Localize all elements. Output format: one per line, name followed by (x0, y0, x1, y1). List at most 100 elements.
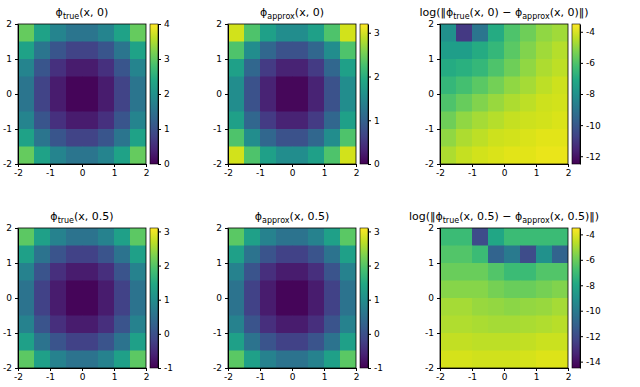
tick-label: 2 (428, 223, 434, 233)
heatmap-cell (504, 228, 521, 246)
heatmap-cell (114, 24, 131, 42)
heatmap-cell (260, 129, 277, 147)
heatmap-cell (324, 77, 341, 95)
heatmap-cell (82, 24, 99, 42)
heatmap-cell (82, 263, 99, 281)
tick: 1 (158, 124, 170, 134)
heatmap-cell (456, 281, 473, 299)
title-subscript: true (58, 216, 74, 225)
tick: -14 (580, 357, 601, 367)
tick-mark (82, 164, 83, 167)
tick-label: 2 (6, 223, 12, 233)
heatmap-cell (340, 228, 356, 246)
panel: -2-1012-2-1012-4-6-8-10-12log(‖ϕtrue(x, … (419, 6, 601, 178)
heatmap-cell (520, 246, 537, 264)
heatmap-cell (488, 263, 505, 281)
y-axis: -2-1012 (213, 223, 228, 373)
heatmap-cell (228, 263, 245, 281)
heatmap-cell (308, 316, 325, 334)
tick: 2 (6, 19, 18, 29)
heatmap-cells (228, 228, 356, 368)
heatmap-cell (536, 94, 553, 112)
heatmap-cell (34, 228, 51, 246)
heatmap-cell (66, 246, 83, 264)
heatmap-cell (472, 246, 489, 264)
heatmap-cell (130, 147, 146, 165)
heatmap-cell (244, 263, 261, 281)
heatmap-cell (276, 24, 293, 42)
tick-mark (225, 298, 228, 299)
heatmap-cell (276, 228, 293, 246)
heatmap-cell (324, 24, 341, 42)
tick-label: 2 (144, 168, 150, 178)
title-subscript: approx (262, 216, 290, 225)
heatmap-cell (98, 246, 115, 264)
heatmap-cell (440, 263, 457, 281)
heatmap-cell (472, 333, 489, 351)
heatmap-cell (98, 112, 115, 130)
heatmap-cell (552, 94, 568, 112)
tick-label: 1 (164, 295, 170, 305)
tick: -1 (213, 328, 228, 338)
heatmap-cell (66, 147, 83, 165)
axis-line (18, 25, 19, 165)
heatmap-cell (82, 59, 99, 77)
tick: 0 (216, 293, 228, 303)
heatmap-cell (34, 246, 51, 264)
tick-label: 1 (112, 168, 118, 178)
tick: 1 (534, 164, 540, 178)
heatmap-cell (114, 112, 131, 130)
heatmap-cell (536, 263, 553, 281)
tick-mark (225, 94, 228, 95)
heatmap-cell (536, 246, 553, 264)
heatmap-cell (66, 333, 83, 351)
heatmap-cell (18, 94, 35, 112)
heatmap-cell (130, 263, 146, 281)
tick-label: -8 (586, 281, 595, 291)
tick: 0 (6, 293, 18, 303)
heatmap-cell (456, 351, 473, 369)
heatmap-cell (34, 147, 51, 165)
heatmap-cell (456, 112, 473, 130)
tick: -1 (425, 124, 440, 134)
heatmap-cell (488, 298, 505, 316)
heatmap-cell (340, 59, 356, 77)
tick-mark (158, 94, 161, 95)
heatmap-cell (552, 351, 568, 369)
heatmap-cell (308, 333, 325, 351)
heatmap-cell (276, 351, 293, 369)
heatmap-cell (228, 281, 245, 299)
heatmap-cell (82, 112, 99, 130)
colorbar-gradient (150, 24, 158, 164)
colorbar-axis: -4-6-8-10-12 (580, 25, 601, 165)
heatmap-cell (324, 298, 341, 316)
heatmap-cell (520, 59, 537, 77)
heatmap-cell (440, 351, 457, 369)
tick-mark (437, 59, 440, 60)
heatmap-cell (276, 147, 293, 165)
heatmap-cell (488, 147, 505, 165)
heatmap-cell (260, 59, 277, 77)
tick-mark (437, 24, 440, 25)
heatmap-cell (260, 94, 277, 112)
tick-mark (568, 164, 569, 167)
heatmap-cell (504, 77, 521, 95)
heatmap-cell (260, 24, 277, 42)
heatmap-cell (244, 129, 261, 147)
title-part: log(‖ϕ (409, 210, 443, 223)
tick: 0 (368, 329, 380, 339)
tick-mark (15, 164, 18, 165)
heatmap-cell (504, 59, 521, 77)
tick: -1 (46, 368, 55, 382)
heatmap-cell (552, 42, 568, 60)
tick-label: 1 (374, 116, 380, 126)
colorbar-axis-line (368, 229, 369, 369)
heatmap-cell (244, 351, 261, 369)
plot-frame (18, 228, 146, 368)
heatmap-cell (440, 112, 457, 130)
tick-mark (260, 368, 261, 371)
heatmap-cell (552, 316, 568, 334)
y-axis: -2-1012 (425, 223, 440, 373)
tick-label: -2 (14, 372, 23, 382)
title-subscript: approx (522, 12, 550, 21)
